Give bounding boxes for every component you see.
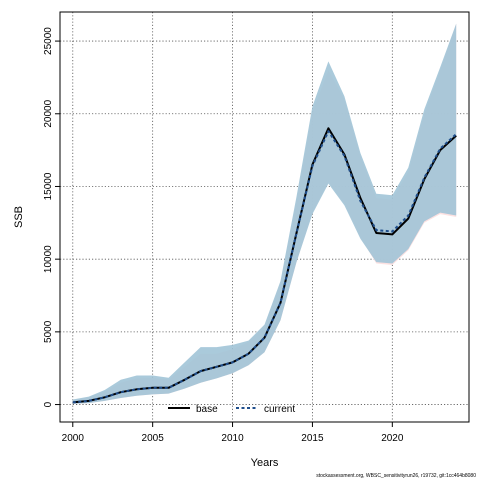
legend-label-base: base (196, 404, 218, 415)
y-tick-label-15000: 15000 (43, 172, 54, 200)
confidence-bands (72, 23, 457, 404)
y-tick-label-0: 0 (43, 401, 54, 407)
x-tick-label-2010: 2010 (221, 433, 244, 444)
y-tick-label-20000: 20000 (43, 99, 54, 127)
plot-frame (59, 11, 470, 423)
footer-caption: stockassessment.org, WBSC_sensitivityrun… (316, 473, 476, 479)
y-tick-label-5000: 5000 (43, 320, 54, 343)
x-axis-title: Years (251, 457, 279, 469)
series-line-current (72, 130, 457, 404)
legend-label-current: current (264, 404, 295, 415)
y-axis-title: SSB (13, 206, 25, 228)
x-tick-label-2015: 2015 (301, 433, 324, 444)
y-tick-label-10000: 10000 (43, 245, 54, 273)
confidence-band-current (72, 23, 457, 404)
x-axis: 2000 2005 2010 2015 2020 (62, 422, 404, 444)
series-line-base (72, 127, 457, 404)
legend: base current (168, 404, 295, 415)
y-tick-label-25000: 25000 (43, 27, 54, 55)
y-axis: 0 5000 10000 15000 20000 25000 (43, 27, 60, 407)
x-tick-label-2000: 2000 (62, 433, 85, 444)
series-lines (72, 127, 457, 404)
x-tick-label-2005: 2005 (142, 433, 165, 444)
x-tick-label-2020: 2020 (381, 433, 404, 444)
